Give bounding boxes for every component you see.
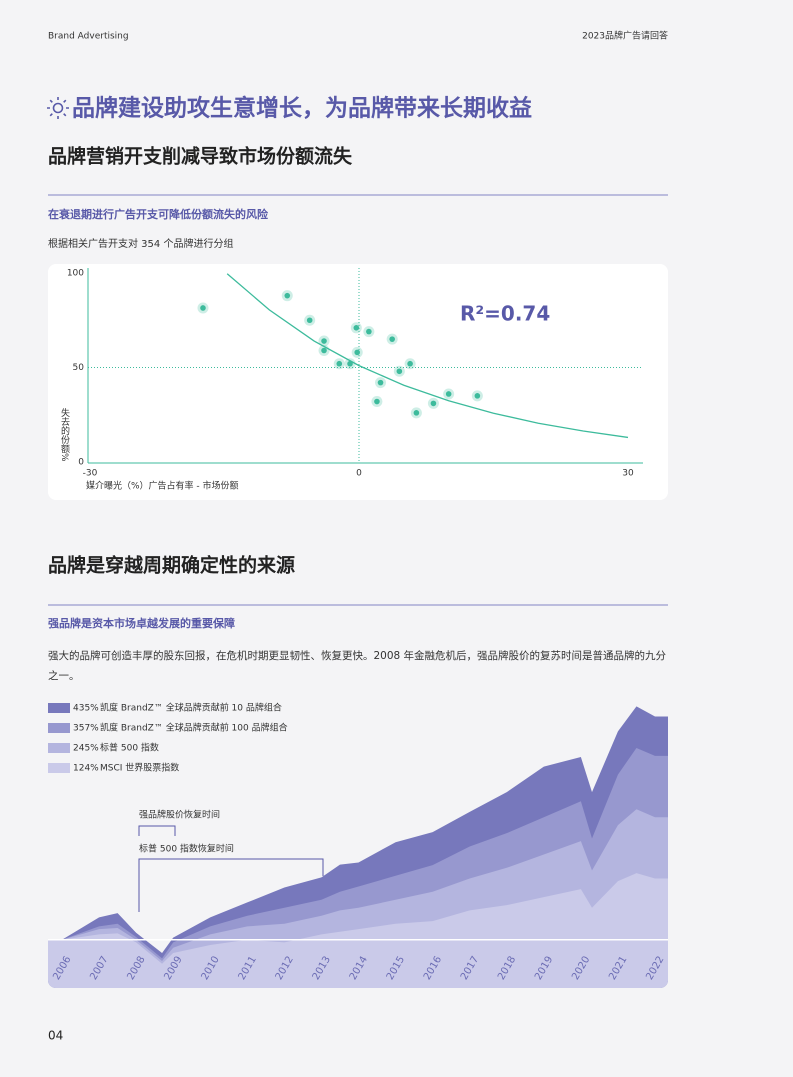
point (396, 368, 403, 375)
legend-label: 标普 500 指数 (100, 742, 159, 754)
heading: 品牌是穿越周期确定性的来源 (48, 554, 295, 577)
point (354, 349, 361, 356)
area (48, 873, 668, 988)
y-tick-label: 100 (67, 269, 84, 279)
point (407, 360, 413, 367)
paragraph: 强大的品牌可创造丰厚的股东回报，在危机时期更显韧性、恢复更快。2008 年金融危… (48, 650, 667, 682)
legend-label: MSCI 世界股票指数 (100, 762, 179, 774)
scatter-panel (48, 264, 668, 500)
annotation: R²=0.74 (460, 302, 550, 326)
y-tick-label: 50 (73, 363, 85, 373)
x-axis-label: 媒介曝光（%）广告占有率 - 市场份额 (86, 480, 239, 492)
point (306, 317, 313, 324)
point (347, 360, 353, 367)
legend-swatch (48, 723, 70, 733)
subheading: 在衰退期进行广告开支可降低份额流失的风险 (48, 207, 269, 221)
x-tick-label: -30 (83, 469, 98, 479)
annotation: 标普 500 指数恢复时间 (139, 843, 234, 855)
legend-swatch (48, 743, 70, 753)
point (374, 398, 380, 405)
point (445, 391, 452, 397)
header-left: Brand Advertising (48, 32, 129, 42)
title-icon (47, 97, 69, 119)
title: 品牌建设助攻生意增长，为品牌带来长期收益 (72, 95, 532, 122)
annotation: 强品牌股价恢复时间 (139, 809, 220, 821)
point (284, 292, 291, 299)
legend-swatch (48, 703, 70, 713)
legend-label: 凯度 BrandZ™ 全球品牌贡献前 10 品牌组合 (100, 702, 282, 714)
trend-line (226, 273, 629, 439)
point (377, 379, 384, 386)
page-number: 04 (48, 1029, 63, 1043)
legend-share: 357% (73, 724, 99, 734)
point (321, 347, 327, 354)
point (321, 338, 327, 344)
x-tick-label: 0 (356, 469, 362, 479)
area-chart: 2006 2007 2008 2009 2010 2011 2012 2013 2014 2015… (48, 690, 668, 988)
plot: 2006 2007 2008 2009 2010 2011 2012 2013 2014 2015… (48, 690, 668, 988)
point (336, 360, 343, 367)
note: 根据相关广告开支对 354 个品牌进行分组 (48, 237, 233, 250)
point (474, 393, 481, 399)
point (200, 305, 206, 311)
legend-label: 凯度 BrandZ™ 全球品牌贡献前 100 品牌组合 (100, 722, 288, 734)
header-right: 2023品牌广告请回答 (582, 30, 668, 42)
legend-share: 435% (73, 704, 99, 714)
legend-share: 245% (73, 744, 99, 754)
heading: 品牌营销开支削减导致市场份额流失 (48, 145, 353, 168)
x-tick-label: 30 (622, 469, 634, 479)
legend-share: 124% (73, 764, 99, 774)
brackets (138, 825, 324, 912)
subheading: 强品牌是资本市场卓越发展的重要保障 (48, 616, 235, 630)
point (353, 325, 360, 331)
point (413, 410, 420, 416)
y-axis-label: 失去的份额% (59, 407, 70, 462)
point (366, 328, 372, 335)
legend-swatch (48, 763, 70, 773)
point (389, 336, 395, 342)
y-tick-label: 0 (78, 458, 84, 468)
point (430, 400, 437, 407)
